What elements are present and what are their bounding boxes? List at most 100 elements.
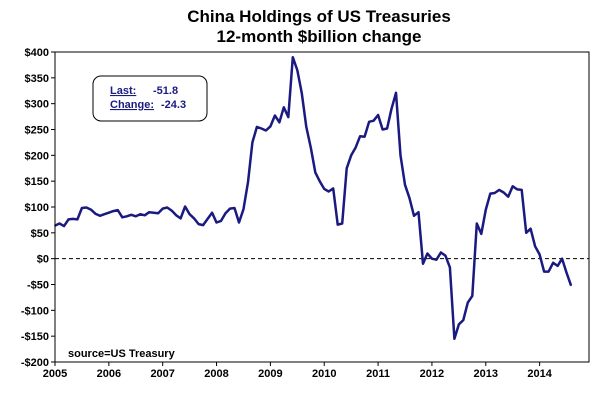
data-point (121, 216, 124, 219)
data-point (453, 338, 456, 340)
data-point (359, 135, 361, 137)
data-point (458, 323, 460, 326)
data-point (408, 197, 411, 199)
data-point (103, 213, 106, 215)
data-point (184, 205, 186, 208)
plot-frame (54, 51, 590, 363)
y-tick-label: -$150 (21, 331, 49, 343)
callout-box: Last: -51.8 Change: -24.3 (92, 75, 208, 122)
data-point (148, 211, 150, 213)
data-point (413, 215, 415, 217)
data-point (126, 215, 128, 218)
data-point (336, 223, 339, 226)
data-point (363, 135, 366, 138)
data-point (72, 218, 74, 220)
data-point (310, 146, 312, 149)
data-point (175, 214, 177, 217)
data-point (314, 171, 317, 174)
data-point (238, 221, 240, 224)
x-tick-label: 2011 (366, 368, 390, 380)
data-point (283, 106, 285, 109)
data-point (206, 218, 209, 220)
data-point (224, 212, 227, 214)
data-point (112, 210, 115, 212)
data-point (543, 270, 545, 273)
data-point (502, 191, 505, 194)
data-point (166, 206, 168, 209)
data-point (130, 214, 133, 216)
data-point (354, 146, 357, 149)
change-label: Change: (110, 99, 154, 111)
data-point (534, 245, 536, 248)
data-point (265, 129, 267, 132)
data-point (170, 209, 173, 212)
data-point (341, 222, 344, 225)
last-label: Last: (110, 85, 136, 97)
data-point (188, 213, 191, 215)
y-tick-label: $150 (25, 176, 49, 188)
data-point (520, 189, 523, 191)
last-value: -51.8 (153, 85, 178, 97)
data-point (99, 215, 101, 217)
data-point (202, 224, 204, 226)
data-point (301, 92, 303, 95)
x-tick-label: 2008 (204, 368, 228, 380)
data-point (58, 222, 61, 225)
data-point (395, 92, 397, 94)
data-point (471, 295, 474, 297)
y-axis: -$200 -$150 -$100 -$50 $0 $50 $100 $150 $200 $250… (21, 47, 55, 369)
data-point (215, 221, 218, 224)
data-point (552, 262, 554, 264)
data-point (139, 213, 142, 215)
data-point (161, 207, 164, 210)
data-point (76, 218, 79, 221)
data-point (511, 185, 514, 188)
data-point (449, 266, 451, 269)
data-point (305, 126, 308, 128)
y-tick-label: -$50 (27, 280, 49, 292)
x-tick-label: 2012 (420, 368, 444, 380)
data-point (242, 208, 245, 210)
data-point (561, 257, 563, 260)
x-axis: 2005 2006 2007 2008 2009 2010 2011 2012 2013 2014 (43, 362, 553, 380)
data-point (422, 263, 424, 265)
data-point (485, 208, 487, 211)
data-point (404, 184, 406, 186)
data-point (381, 128, 384, 131)
data-point (507, 195, 510, 198)
data-point (435, 258, 438, 261)
data-point (390, 108, 393, 110)
x-tick-label: 2005 (43, 368, 67, 380)
data-point (444, 254, 447, 257)
x-tick-label: 2014 (527, 368, 552, 380)
y-tick-label: $350 (25, 73, 49, 85)
y-tick-label: -$200 (21, 357, 49, 369)
data-point (377, 114, 379, 116)
data-point (547, 270, 550, 273)
data-point (117, 209, 119, 211)
data-point (462, 319, 465, 321)
data-point (81, 207, 83, 209)
data-point (350, 154, 353, 157)
y-tick-label: $200 (25, 150, 49, 162)
data-point (318, 180, 321, 182)
data-point (345, 167, 348, 170)
y-tick-label: $250 (25, 125, 49, 137)
data-point (529, 227, 532, 230)
y-tick-label: $50 (31, 228, 49, 240)
data-point (108, 211, 110, 214)
data-point (269, 125, 272, 128)
data-point (143, 214, 146, 217)
data-point (525, 232, 527, 234)
data-point (493, 192, 496, 194)
data-point (323, 188, 326, 190)
data-point (157, 212, 159, 214)
data-point (332, 187, 335, 190)
x-tick-label: 2009 (258, 368, 282, 380)
chart-subtitle: 12-month $billion change (217, 27, 422, 46)
data-point (296, 69, 299, 71)
data-point (476, 222, 478, 225)
x-tick-label: 2010 (312, 368, 336, 380)
y-tick-label: $400 (25, 47, 49, 59)
